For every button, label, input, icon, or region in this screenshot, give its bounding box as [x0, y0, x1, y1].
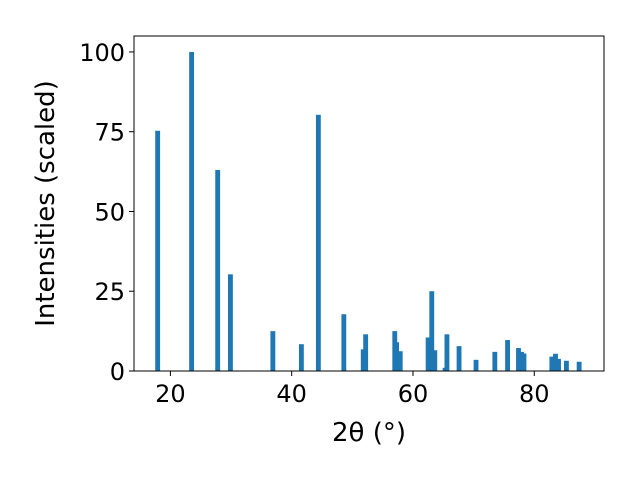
bar-26 [553, 353, 558, 371]
bar-2 [215, 170, 221, 371]
bar-1 [189, 51, 195, 371]
bars-group [155, 51, 582, 372]
bar-27 [556, 358, 561, 371]
bar-22 [516, 348, 521, 371]
bar-15 [432, 350, 438, 371]
x-tick-label-20: 20 [155, 380, 186, 408]
bar-17 [444, 334, 450, 371]
bar-24 [521, 353, 527, 371]
bar-5 [298, 344, 304, 371]
bar-3 [228, 274, 233, 371]
x-axis-ticks: 20 40 60 80 [155, 371, 550, 408]
bar-19 [473, 359, 479, 371]
bar-4 [270, 331, 276, 371]
bar-7 [341, 314, 347, 371]
bar-25 [549, 356, 555, 371]
plot-frame [133, 35, 605, 372]
y-tick-label-25: 25 [94, 278, 125, 306]
bar-11 [394, 342, 400, 371]
x-tick-label-40: 40 [276, 380, 307, 408]
bar-13 [425, 337, 431, 371]
bar-14 [429, 291, 435, 371]
bar-18 [456, 346, 462, 371]
x-axis-label: 2θ (°) [332, 418, 406, 448]
bar-21 [505, 340, 510, 371]
y-tick-label-50: 50 [94, 198, 125, 226]
x-tick-label-80: 80 [519, 380, 550, 408]
bar-6 [315, 114, 321, 372]
bar-9 [363, 334, 369, 371]
bar-12 [397, 351, 403, 371]
bar-29 [576, 361, 582, 371]
y-tick-label-0: 0 [110, 358, 125, 386]
y-axis-label: Intensities (scaled) [31, 80, 61, 327]
bar-28 [563, 360, 569, 371]
y-tick-label-100: 100 [79, 39, 125, 67]
x-tick-label-60: 60 [398, 380, 429, 408]
y-tick-label-75: 75 [94, 119, 125, 147]
bar-20 [492, 351, 498, 371]
bar-0 [155, 130, 161, 371]
y-axis-ticks: 0 25 50 75 100 [79, 39, 134, 386]
